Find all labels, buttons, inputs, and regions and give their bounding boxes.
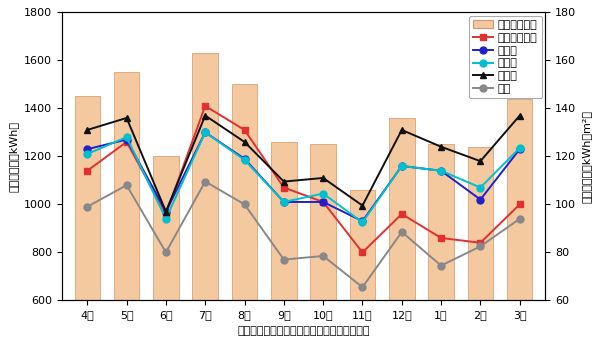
アモルファス <box>83 169 91 173</box>
化合物 <box>320 176 327 180</box>
球状 <box>477 244 484 248</box>
単結晶 <box>163 209 170 214</box>
単結晶 <box>437 169 445 173</box>
化合物 <box>163 209 170 214</box>
アモルファス <box>320 200 327 204</box>
アモルファス <box>437 236 445 240</box>
Line: 単結晶: 単結晶 <box>84 129 523 225</box>
Bar <box>428 144 454 344</box>
アモルファス <box>398 212 406 216</box>
化合物 <box>477 159 484 163</box>
アモルファス <box>241 128 248 132</box>
アモルファス <box>123 140 130 144</box>
多結晶 <box>359 220 366 224</box>
化合物 <box>516 114 523 118</box>
多結晶 <box>163 217 170 221</box>
Line: 化合物: 化合物 <box>84 112 523 215</box>
多結晶 <box>83 152 91 156</box>
アモルファス <box>280 185 287 190</box>
X-axis label: 各種太陽電池における月積算発電量と日射量: 各種太陽電池における月積算発電量と日射量 <box>237 326 370 336</box>
多結晶 <box>398 164 406 168</box>
Bar <box>350 190 375 344</box>
多結晶 <box>280 200 287 204</box>
Bar <box>74 96 100 344</box>
球状 <box>437 264 445 268</box>
Bar <box>271 142 296 344</box>
球状 <box>516 217 523 221</box>
単結晶 <box>241 157 248 161</box>
Bar <box>507 99 532 344</box>
球状 <box>163 250 170 255</box>
Legend: 傾斜面日射量, アモルファス, 単結晶, 多結晶, 化合物, 球状: 傾斜面日射量, アモルファス, 単結晶, 多結晶, 化合物, 球状 <box>469 16 542 98</box>
Line: アモルファス: アモルファス <box>84 103 523 256</box>
球状 <box>359 285 366 289</box>
アモルファス <box>477 241 484 245</box>
化合物 <box>359 204 366 208</box>
多結晶 <box>437 169 445 173</box>
多結晶 <box>202 130 209 135</box>
Y-axis label: 積算発電量『kWh』: 積算発電量『kWh』 <box>8 121 19 192</box>
多結晶 <box>516 146 523 150</box>
多結晶 <box>123 135 130 139</box>
化合物 <box>398 128 406 132</box>
球状 <box>123 183 130 187</box>
球状 <box>398 230 406 234</box>
Y-axis label: 積算日射量『kWh／m²』: 積算日射量『kWh／m²』 <box>581 110 592 203</box>
単結晶 <box>477 197 484 202</box>
球状 <box>202 180 209 184</box>
化合物 <box>83 128 91 132</box>
多結晶 <box>320 192 327 196</box>
アモルファス <box>163 212 170 216</box>
Bar <box>114 72 139 344</box>
単結晶 <box>398 164 406 168</box>
アモルファス <box>516 202 523 206</box>
Bar <box>310 144 336 344</box>
アモルファス <box>202 104 209 108</box>
球状 <box>241 202 248 206</box>
単結晶 <box>280 200 287 204</box>
Line: 球状: 球状 <box>84 178 523 291</box>
化合物 <box>202 114 209 118</box>
単結晶 <box>320 200 327 204</box>
単結晶 <box>83 147 91 151</box>
球状 <box>280 258 287 262</box>
化合物 <box>280 180 287 184</box>
化合物 <box>123 116 130 120</box>
化合物 <box>241 140 248 144</box>
単結晶 <box>359 219 366 223</box>
Bar <box>467 147 493 344</box>
球状 <box>83 205 91 209</box>
多結晶 <box>477 185 484 190</box>
球状 <box>320 254 327 258</box>
化合物 <box>437 145 445 149</box>
Bar <box>232 84 257 344</box>
単結晶 <box>516 147 523 151</box>
Bar <box>389 118 415 344</box>
Line: 多結晶: 多結晶 <box>84 129 523 226</box>
Bar <box>193 53 218 344</box>
アモルファス <box>359 250 366 255</box>
多結晶 <box>241 158 248 162</box>
単結晶 <box>123 138 130 142</box>
Bar <box>153 157 179 344</box>
単結晶 <box>202 130 209 135</box>
